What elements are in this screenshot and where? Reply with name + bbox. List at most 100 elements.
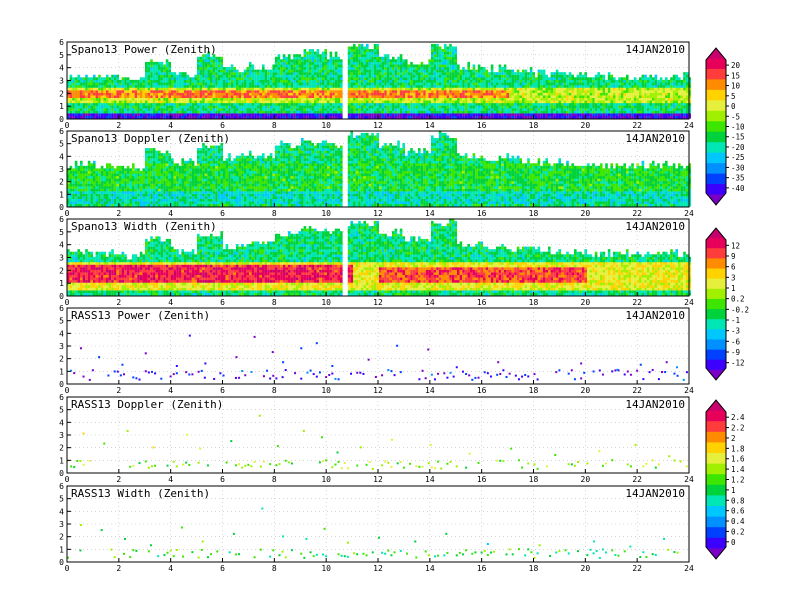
heatmap-cell [202,57,205,60]
heatmap-cell [348,80,351,83]
heatmap-cell [88,77,91,80]
heatmap-cell [179,93,182,96]
heatmap-cell [80,100,83,103]
heatmap-cell [280,59,283,62]
heatmap-cell [332,113,335,116]
heatmap-cell [163,111,166,114]
heatmap-cell [634,95,637,98]
heatmap-cell [402,75,405,78]
heatmap-cell [296,82,299,85]
heatmap-cell [285,98,288,101]
heatmap-cell [265,82,268,85]
heatmap-cell [192,100,195,103]
heatmap-cell [210,64,213,67]
heatmap-cell [460,77,463,80]
heatmap-cell [197,90,200,93]
heatmap-cell [223,108,226,111]
heatmap-cell [514,77,517,80]
heatmap-cell [168,80,171,83]
heatmap-cell [509,100,512,103]
heatmap-cell [293,95,296,98]
heatmap-cell [371,95,374,98]
heatmap-cell [296,75,299,78]
heatmap-cell [298,67,301,70]
heatmap-cell [444,62,447,65]
heatmap-cell [647,106,650,109]
heatmap-cell [322,59,325,62]
heatmap-cell [584,88,587,91]
heatmap-cell [686,80,689,83]
heatmap-cell [361,67,364,70]
heatmap-cell [629,85,632,88]
heatmap-cell [306,75,309,78]
heatmap-cell [447,108,450,111]
heatmap-cell [384,100,387,103]
y-tick-label: 5 [59,51,64,60]
heatmap-cell [491,85,494,88]
heatmap-cell [283,106,286,109]
heatmap-cell [205,116,208,119]
heatmap-cell [322,70,325,73]
heatmap-cell [395,95,398,98]
heatmap-cell [246,72,249,75]
heatmap-cell [330,80,333,83]
heatmap-cell [579,108,582,111]
heatmap-cell [298,103,301,106]
heatmap-cell [291,85,294,88]
heatmap-cell [317,64,320,67]
heatmap-cell [397,77,400,80]
heatmap-cell [197,77,200,80]
heatmap-cell [135,88,138,91]
heatmap-cell [527,113,530,116]
heatmap-cell [616,108,619,111]
heatmap-cell [337,77,340,80]
heatmap-cell [184,103,187,106]
heatmap-cell [574,100,577,103]
heatmap-cell [384,62,387,65]
heatmap-cell [350,49,353,52]
heatmap-cell [444,67,447,70]
heatmap-cell [566,95,569,98]
heatmap-cell [405,80,408,83]
heatmap-cell [106,82,109,85]
heatmap-cell [319,88,322,91]
heatmap-cell [519,100,522,103]
heatmap-cell [441,80,444,83]
heatmap-cell [252,90,255,93]
heatmap-cell [223,90,226,93]
panel-title: Spano13 Power (Zenith) [71,43,217,56]
heatmap-cell [473,100,476,103]
heatmap-cell [610,103,613,106]
heatmap-cell [187,113,190,116]
heatmap-cell [337,113,340,116]
heatmap-cell [467,103,470,106]
heatmap-cell [454,57,457,60]
heatmap-cell [163,75,166,78]
heatmap-cell [353,62,356,65]
heatmap-cell [236,88,239,91]
heatmap-cell [553,111,556,114]
heatmap-cell [103,103,106,106]
heatmap-cell [506,103,509,106]
heatmap-cell [340,72,343,75]
heatmap-cell [449,49,452,52]
heatmap-cell [356,70,359,73]
heatmap-cell [444,103,447,106]
heatmap-cell [202,82,205,85]
heatmap-cell [176,108,179,111]
heatmap-cell [80,88,83,91]
heatmap-cell [478,106,481,109]
heatmap-cell [184,98,187,101]
heatmap-cell [122,113,125,116]
heatmap-cell [127,103,130,106]
heatmap-cell [363,46,366,49]
heatmap-cell [322,62,325,65]
heatmap-cell [548,77,551,80]
heatmap-cell [158,75,161,78]
heatmap-cell [436,64,439,67]
heatmap-cell [491,103,494,106]
heatmap-cell [189,111,192,114]
heatmap-cell [163,77,166,80]
heatmap-cell [421,100,424,103]
heatmap-cell [77,116,80,119]
